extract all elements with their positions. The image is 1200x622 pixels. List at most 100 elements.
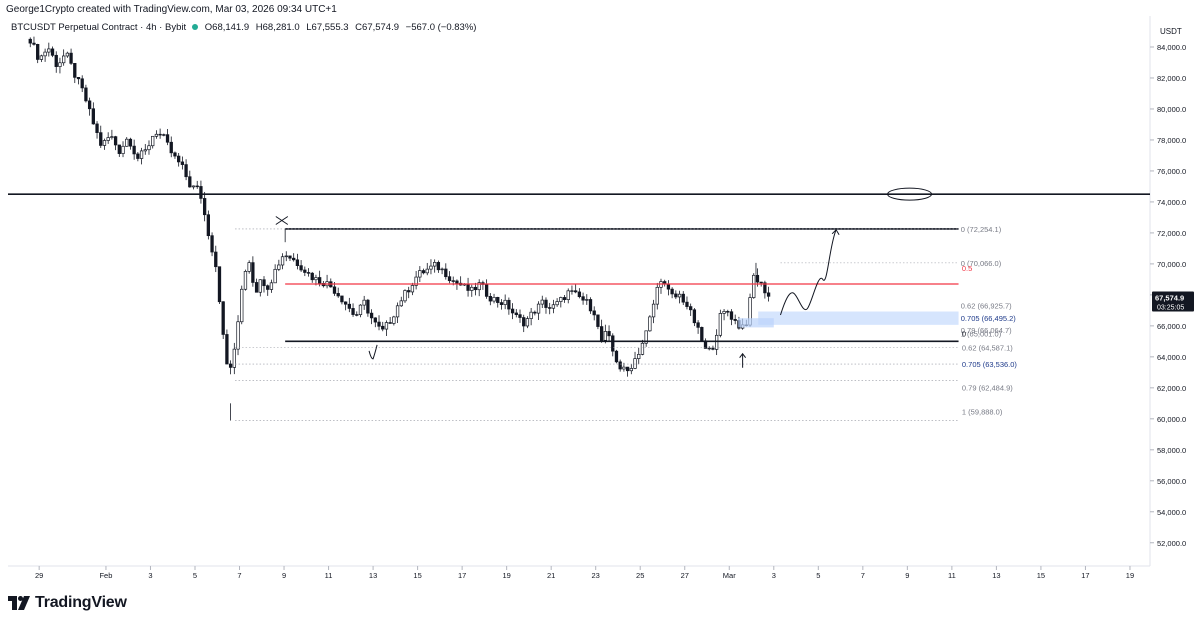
fib-label: 1 (59,888.0) <box>962 408 1003 417</box>
candle-body <box>180 161 185 165</box>
candle-body <box>117 144 121 154</box>
candle-body <box>277 264 281 270</box>
candle-body <box>733 319 737 321</box>
time-tick-label: 15 <box>1037 571 1045 580</box>
candle-body <box>280 256 285 266</box>
candle-body <box>496 296 500 303</box>
candle-body <box>514 312 518 315</box>
candle-body <box>262 279 266 287</box>
candle-body <box>50 48 55 56</box>
candle-body <box>110 136 114 138</box>
candle-body <box>362 299 366 306</box>
candle-body <box>136 153 140 159</box>
candle-body <box>80 78 84 89</box>
candle-body <box>707 347 711 350</box>
candle-body <box>169 141 173 154</box>
candle-body <box>143 149 147 152</box>
candle-body <box>451 280 455 282</box>
time-tick-label: 11 <box>325 571 333 580</box>
candle-body <box>421 270 426 274</box>
candle-body <box>95 123 99 133</box>
candle-body <box>251 262 255 283</box>
candle-body <box>555 301 559 306</box>
arrow-up-icon <box>739 352 747 368</box>
candle-body <box>106 137 110 141</box>
candle-body <box>651 303 656 318</box>
candle-body <box>447 276 452 282</box>
candle-body <box>247 262 251 272</box>
candle-body <box>273 268 277 284</box>
candle-body <box>369 312 374 319</box>
candle-body <box>62 55 66 64</box>
candle-body <box>722 311 726 314</box>
fib-label: 0.705 (66,495.2) <box>961 314 1017 323</box>
candle-body <box>763 282 767 294</box>
candle-body <box>121 145 125 154</box>
candle-body <box>139 150 144 159</box>
candle-body <box>113 136 118 146</box>
time-tick-label: 19 <box>1126 571 1134 580</box>
candle-body <box>269 282 274 290</box>
candle-body <box>674 293 678 298</box>
time-tick-label: 3 <box>772 571 776 580</box>
candle-body <box>228 363 233 368</box>
candle-body <box>540 299 544 305</box>
candle-body <box>154 133 159 137</box>
candle-body <box>599 326 604 341</box>
check-mark-icon <box>368 344 378 360</box>
candle-body <box>407 290 411 293</box>
last-price-badge <box>1152 291 1194 312</box>
candle-body <box>125 138 129 147</box>
candle-body <box>410 285 415 293</box>
price-tick-label: 66,000.0 <box>1157 322 1186 331</box>
candle-body <box>306 272 311 274</box>
attribution-text: George1Crypto created with TradingView.c… <box>6 4 337 15</box>
annotations <box>275 187 933 368</box>
candle-body <box>165 134 170 143</box>
time-tick-label: 3 <box>148 571 152 580</box>
price-tick-label: 52,000.0 <box>1157 539 1186 548</box>
candle-body <box>470 286 474 291</box>
candle-body <box>755 274 760 283</box>
symbol-title[interactable]: BTCUSDT Perpetual Contract · 4h · Bybit <box>11 22 187 33</box>
price-tick-label: 74,000.0 <box>1157 198 1186 207</box>
candle-body <box>466 283 470 291</box>
candle-body <box>299 265 303 271</box>
candle-body <box>611 335 615 352</box>
candle-body <box>507 299 511 310</box>
time-tick-label: 7 <box>861 571 865 580</box>
cross-mark-icon <box>275 216 289 225</box>
candle-body <box>69 52 73 64</box>
time-tick-label: 23 <box>592 571 600 580</box>
candle-body <box>381 325 385 330</box>
candle-body <box>99 132 103 146</box>
candle-body <box>711 347 715 350</box>
fib-blue-zone <box>758 311 959 325</box>
candle-body <box>577 291 582 298</box>
ohlc-close: C67,574.9 <box>355 22 400 33</box>
candle-body <box>581 296 585 301</box>
ohlc-change: −567.0 (−0.83%) <box>405 22 477 33</box>
candle-body <box>351 308 355 315</box>
candle-body <box>525 318 530 327</box>
candle-body <box>455 280 459 284</box>
candle-body <box>366 299 370 314</box>
fib-dotted-lines <box>235 228 959 421</box>
candle-body <box>633 358 637 369</box>
candle-body <box>433 262 437 267</box>
time-tick-label: 13 <box>992 571 1000 580</box>
candle-body <box>232 348 236 368</box>
candle-body <box>518 314 522 318</box>
candle-body <box>640 342 645 355</box>
fib-labels: 0 (72,254.1) 0 (70,066.0)0.5 0.62 (66,925.… <box>961 225 1018 417</box>
candle-body <box>596 314 600 327</box>
candle-body <box>488 296 492 302</box>
fib-label: 0.79 (62,484.9) <box>962 383 1013 392</box>
candle-body <box>336 293 340 297</box>
candle-body <box>295 259 300 266</box>
candle-body <box>43 51 47 57</box>
time-tick-label: 9 <box>282 571 286 580</box>
price-tick-label: 78,000.0 <box>1157 136 1186 145</box>
time-tick-label: 5 <box>193 571 197 580</box>
